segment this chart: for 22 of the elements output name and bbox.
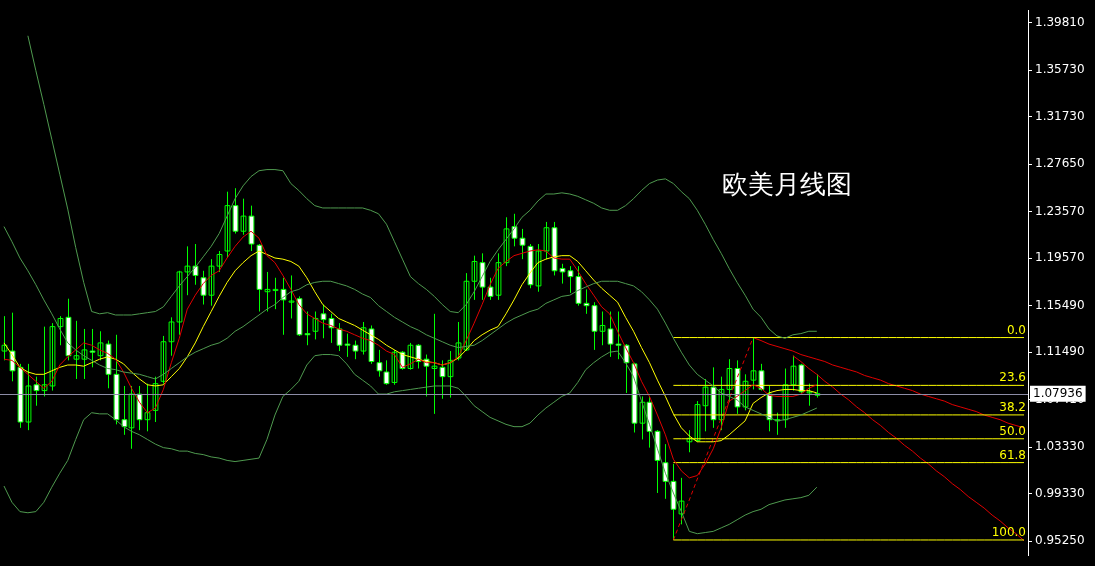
candlestick — [152, 376, 159, 423]
series-label: 50.0 — [999, 423, 1026, 438]
ref-line-label: 1.07936 — [1033, 385, 1083, 400]
candlestick — [774, 412, 781, 436]
series-label: 0.0 — [1006, 322, 1026, 337]
y-tick-label: 1.23570 — [1035, 203, 1085, 218]
y-tick-label: 1.19570 — [1035, 250, 1085, 265]
y-tick-label: 1.15490 — [1035, 297, 1085, 312]
y-tick-label: 1.03330 — [1035, 439, 1085, 454]
series-label: 100.0 — [991, 525, 1026, 540]
candlestick — [1, 315, 8, 361]
series-label: 38.2 — [999, 400, 1026, 415]
y-tick-label: 1.35730 — [1035, 62, 1085, 77]
y-tick-label: 0.95250 — [1035, 533, 1085, 548]
y-tick-label: 0.99330 — [1035, 485, 1085, 500]
y-tick-label: 1.27650 — [1035, 156, 1085, 171]
y-tick-label: 1.39810 — [1035, 15, 1085, 30]
text: 欧美月线图 — [721, 168, 852, 199]
y-tick-label: 1.11490 — [1035, 344, 1085, 359]
series-label: 61.8 — [999, 447, 1026, 462]
series-label: 23.6 — [999, 370, 1026, 385]
y-tick-label: 1.31730 — [1035, 109, 1085, 123]
